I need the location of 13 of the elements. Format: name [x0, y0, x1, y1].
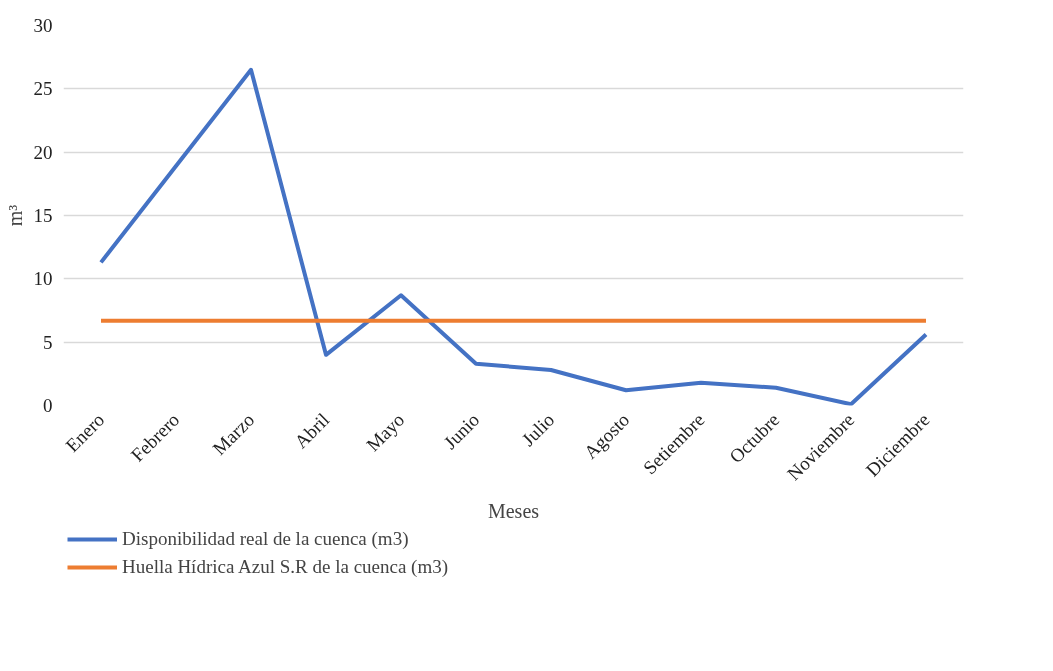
y-tick-label: 5	[43, 331, 53, 353]
y-tick-label: 15	[33, 205, 53, 226]
y-tick-label: 10	[33, 268, 53, 290]
legend-label: Huella Hídrica Azul S.R de la cuenca (m3)	[122, 556, 449, 578]
y-tick-label: 20	[33, 141, 53, 163]
legend-label: Disponibilidad real de la cuenca (m3)	[122, 528, 409, 550]
x-axis-title: Meses	[487, 499, 540, 522]
y-tick-label: 25	[33, 78, 53, 100]
y-tick-label: 0	[43, 395, 53, 416]
line-series	[99, 67, 928, 406]
x-tick-label: Julio	[517, 409, 559, 451]
y-tick-label: 30	[33, 15, 53, 36]
y-axis-title: m³	[3, 204, 26, 227]
